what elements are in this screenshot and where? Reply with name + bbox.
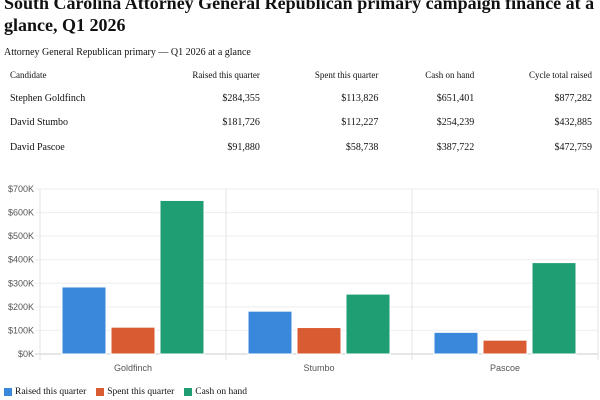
cell: $284,355 (222, 92, 260, 104)
y-tick-label: $600K (8, 208, 34, 218)
bar-goldfinch-0[interactable] (61, 286, 107, 355)
cell: Stephen Goldfinch (10, 92, 86, 104)
cell: $387,722 (436, 141, 475, 153)
y-tick-label: $0K (18, 349, 34, 359)
bar-stumbo-2[interactable] (345, 293, 391, 355)
cell: $877,282 (554, 92, 593, 104)
y-tick-label: $100K (8, 325, 34, 335)
y-tick-label: $700K (8, 184, 34, 194)
col-spent: Spent this quarter (314, 70, 379, 80)
x-tick-label: Pascoe (490, 363, 520, 373)
y-tick-label: $400K (8, 255, 34, 265)
y-tick-label: $500K (8, 231, 34, 241)
cell: $472,759 (554, 141, 593, 153)
y-tick-label: $300K (8, 278, 34, 288)
cell: $113,826 (341, 92, 379, 104)
bar-pascoe-0[interactable] (433, 331, 479, 355)
legend-swatch (96, 388, 105, 396)
bar-chart: $0K $100K $200K $300K $400K $500K $600K $700K Go… (8, 184, 599, 373)
bar-pascoe-2[interactable] (531, 262, 577, 355)
cell: David Stumbo (10, 117, 69, 129)
bar-goldfinch-2[interactable] (159, 199, 205, 355)
table-row: David Stumbo $181,726 $112,227 $254,239 $432… (4, 111, 598, 136)
cell: $432,885 (554, 117, 593, 129)
x-tick-label: Stumbo (303, 363, 334, 373)
legend-swatch (4, 388, 12, 396)
legend-label: Spent this quarter (107, 387, 175, 397)
legend-item-cash[interactable]: Cash on hand (184, 387, 247, 397)
title-line-1: South Carolina Attorney General Republic… (4, 0, 595, 13)
x-tick-label: Goldfinch (114, 363, 152, 373)
table-caption: Attorney General Republican primary — Q1… (4, 47, 251, 58)
legend-label: Cash on hand (195, 387, 247, 397)
bar-goldfinch-1[interactable] (110, 326, 156, 355)
cell: $254,239 (436, 117, 475, 129)
table-row: Stephen Goldfinch $284,355 $113,826 $651,40… (4, 86, 598, 111)
legend-item-raised[interactable]: Raised this quarter (4, 387, 86, 397)
cell: $58,738 (345, 141, 379, 153)
cell: $91,880 (227, 141, 260, 153)
bar-pascoe-1[interactable] (482, 339, 528, 355)
col-cash: Cash on hand (425, 70, 475, 80)
legend-item-spent[interactable]: Spent this quarter (96, 387, 174, 397)
legend-swatch (184, 388, 193, 396)
cell: David Pascoe (10, 141, 65, 153)
page-title: South Carolina Attorney General Republic… (4, 0, 598, 36)
col-raised: Raised this quarter (192, 70, 260, 80)
title-line-2: glance, Q1 2026 (4, 15, 126, 35)
cell: $651,401 (436, 92, 475, 104)
finance-table: Candidate Raised this quarter Spent this… (4, 64, 598, 160)
table-header-row: Candidate Raised this quarter Spent this… (4, 64, 598, 86)
legend-label: Raised this quarter (15, 387, 87, 397)
col-candidate: Candidate (10, 70, 47, 80)
table-row: David Pascoe $91,880 $58,738 $387,722 $472,7… (4, 135, 598, 160)
cell: $112,227 (341, 117, 379, 129)
bar-stumbo-0[interactable] (247, 310, 293, 355)
bar-stumbo-1[interactable] (296, 327, 342, 355)
cell: $181,726 (222, 117, 260, 129)
y-tick-label: $200K (8, 302, 34, 312)
col-cycle: Cycle total raised (529, 70, 592, 80)
chart-legend: Raised this quarter Spent this quarter C… (4, 387, 247, 397)
